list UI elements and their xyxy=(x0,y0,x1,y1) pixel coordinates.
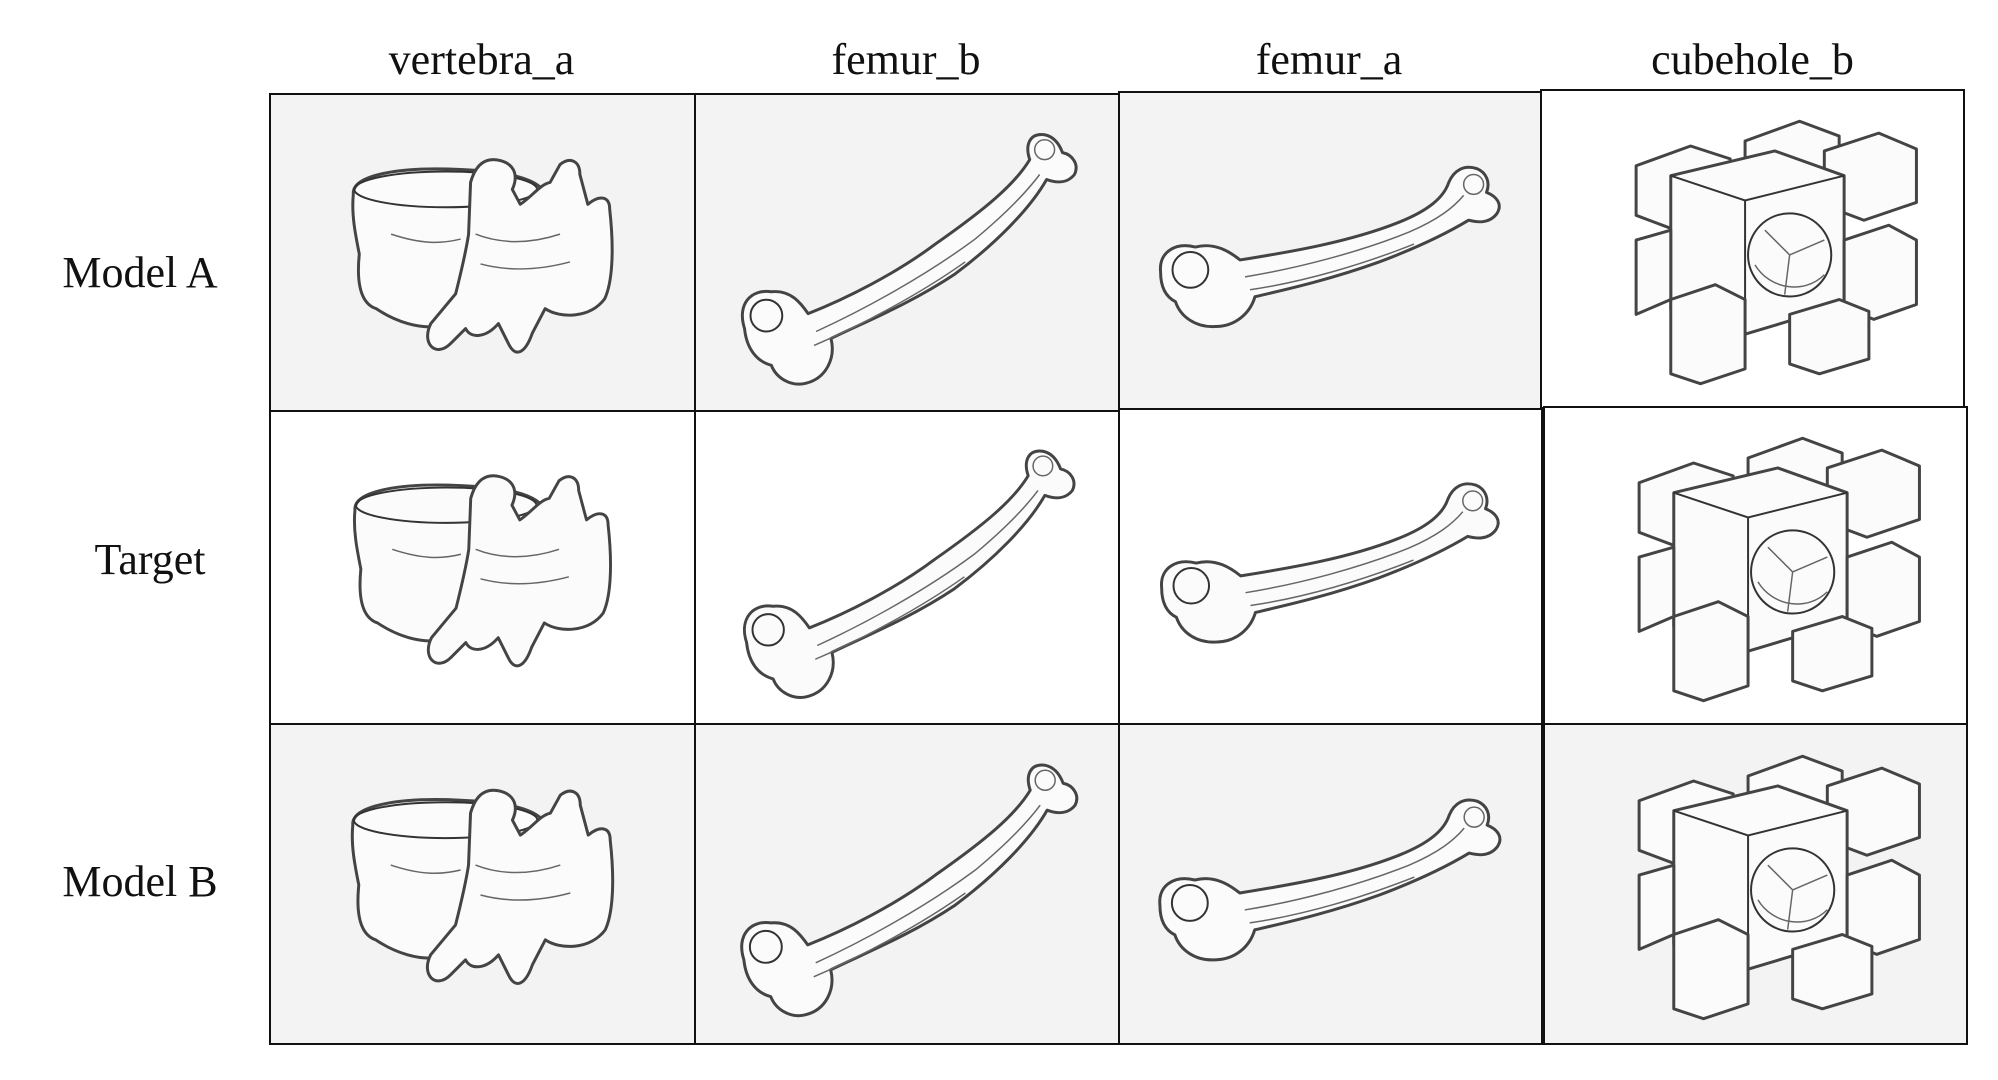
column-label-femur-a: femur_a xyxy=(1255,35,1403,84)
column-label-femur-b: femur_b xyxy=(831,35,981,84)
cubehole-render xyxy=(1542,91,1963,407)
cell-model-a-vertebra-a xyxy=(269,93,697,413)
cell-model-b-femur-b xyxy=(694,723,1121,1045)
cell-target-femur-b xyxy=(694,410,1121,726)
femur-render xyxy=(1120,410,1541,724)
vertebra-render xyxy=(271,725,695,1043)
cell-target-cubehole-b xyxy=(1543,406,1968,726)
cubehole-render xyxy=(1545,725,1966,1043)
cell-model-b-vertebra-a xyxy=(269,723,697,1045)
femur-render xyxy=(696,725,1119,1043)
cubehole-render xyxy=(1545,408,1966,724)
cell-model-a-femur-a xyxy=(1118,91,1543,411)
vertebra-render xyxy=(271,95,695,411)
cell-model-a-cubehole-b xyxy=(1540,89,1965,409)
femur-render xyxy=(1120,93,1541,409)
cell-target-femur-a xyxy=(1118,408,1543,726)
femur-render xyxy=(696,95,1119,411)
row-label-model-b: Model B xyxy=(62,857,218,906)
row-label-target: Target xyxy=(94,535,206,584)
cell-model-b-femur-a xyxy=(1118,723,1543,1045)
row-label-model-a: Model A xyxy=(62,248,218,297)
femur-render xyxy=(1120,725,1541,1043)
cell-model-a-femur-b xyxy=(694,93,1121,413)
femur-render xyxy=(696,412,1119,724)
vertebra-render xyxy=(271,412,695,724)
column-label-cubehole-b: cubehole_b xyxy=(1651,35,1854,84)
column-label-vertebra-a: vertebra_a xyxy=(388,35,575,84)
cell-model-b-cubehole-b xyxy=(1543,723,1968,1045)
cell-target-vertebra-a xyxy=(269,410,697,726)
